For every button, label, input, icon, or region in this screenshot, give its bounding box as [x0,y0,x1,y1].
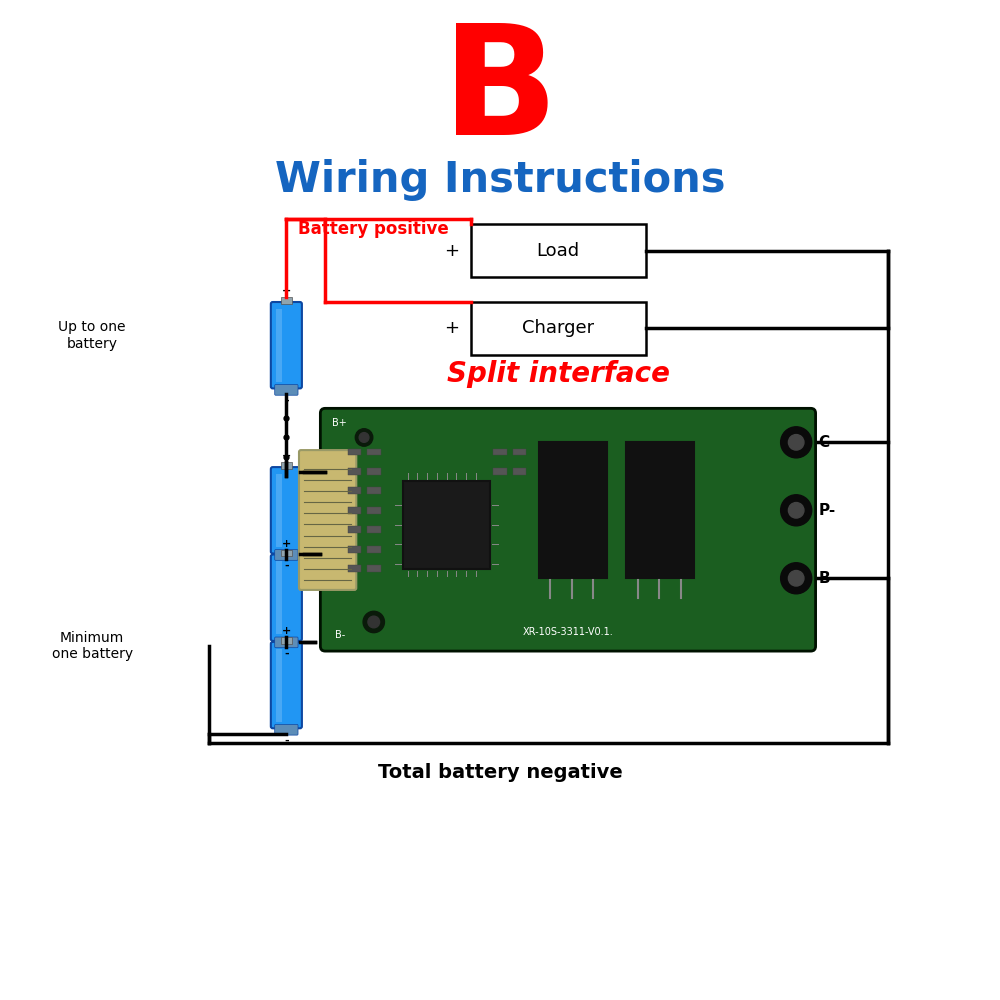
Circle shape [368,616,380,628]
Bar [626,442,694,578]
Bar [367,487,381,494]
FancyBboxPatch shape [271,467,302,554]
Text: +: + [444,319,459,337]
Circle shape [788,435,804,450]
Bar [513,468,526,475]
FancyBboxPatch shape [271,642,302,728]
Circle shape [355,429,373,446]
Text: B: B [442,18,558,167]
FancyBboxPatch shape [275,385,298,395]
Bar [276,561,282,634]
Bar [367,468,381,475]
Bar [367,546,381,553]
Text: B-: B- [819,571,837,586]
FancyBboxPatch shape [275,637,298,648]
Bar [348,546,361,553]
Text: Charger: Charger [522,319,594,337]
Circle shape [788,571,804,586]
Bar [367,565,381,572]
Circle shape [781,563,812,594]
Text: +: + [282,539,291,549]
Text: C-: C- [819,435,836,450]
Text: +: + [444,242,459,260]
Text: Minimum
one battery: Minimum one battery [52,631,133,661]
Bar [493,449,507,455]
Bar [539,442,607,578]
Bar [281,297,292,304]
Bar [348,468,361,475]
Text: P-: P- [819,503,836,518]
Bar [471,224,646,277]
Bar [276,474,282,547]
Circle shape [788,503,804,518]
FancyBboxPatch shape [299,450,356,590]
Text: Total battery negative: Total battery negative [378,763,622,782]
Text: Wiring Instructions: Wiring Instructions [275,159,725,201]
Text: +: + [282,626,291,636]
Text: -: - [653,242,660,260]
Circle shape [781,495,812,526]
Bar [367,507,381,514]
Bar [281,550,292,556]
Text: +: + [282,286,291,296]
FancyBboxPatch shape [275,550,298,560]
Text: -: - [284,396,289,406]
Bar [348,507,361,514]
Text: -: - [284,649,289,659]
Text: -: - [284,561,289,571]
Circle shape [359,433,369,442]
Text: -: - [653,319,660,337]
Bar [471,302,646,355]
FancyBboxPatch shape [271,302,302,388]
Bar [348,487,361,494]
Bar [276,649,282,722]
Text: B-: B- [335,630,345,640]
Bar [367,526,381,533]
Bar [348,526,361,533]
Bar [281,462,292,469]
Text: XR-10S-3311-V0.1.: XR-10S-3311-V0.1. [523,627,613,637]
Bar [493,468,507,475]
Text: B+: B+ [332,418,347,428]
Text: Battery positive: Battery positive [298,220,449,238]
FancyBboxPatch shape [320,408,816,651]
FancyBboxPatch shape [275,724,298,735]
FancyBboxPatch shape [271,554,302,641]
Text: -: - [284,736,289,746]
Bar [513,449,526,455]
Text: Load: Load [537,242,580,260]
Text: Split interface: Split interface [447,360,670,388]
Text: Up to one
battery: Up to one battery [58,320,126,351]
Bar [367,449,381,455]
Text: +: + [282,451,291,461]
Circle shape [363,611,384,633]
Bar [348,565,361,572]
Bar [403,481,490,569]
Circle shape [781,427,812,458]
Bar [276,309,282,382]
Bar [281,637,292,644]
Bar [348,449,361,455]
